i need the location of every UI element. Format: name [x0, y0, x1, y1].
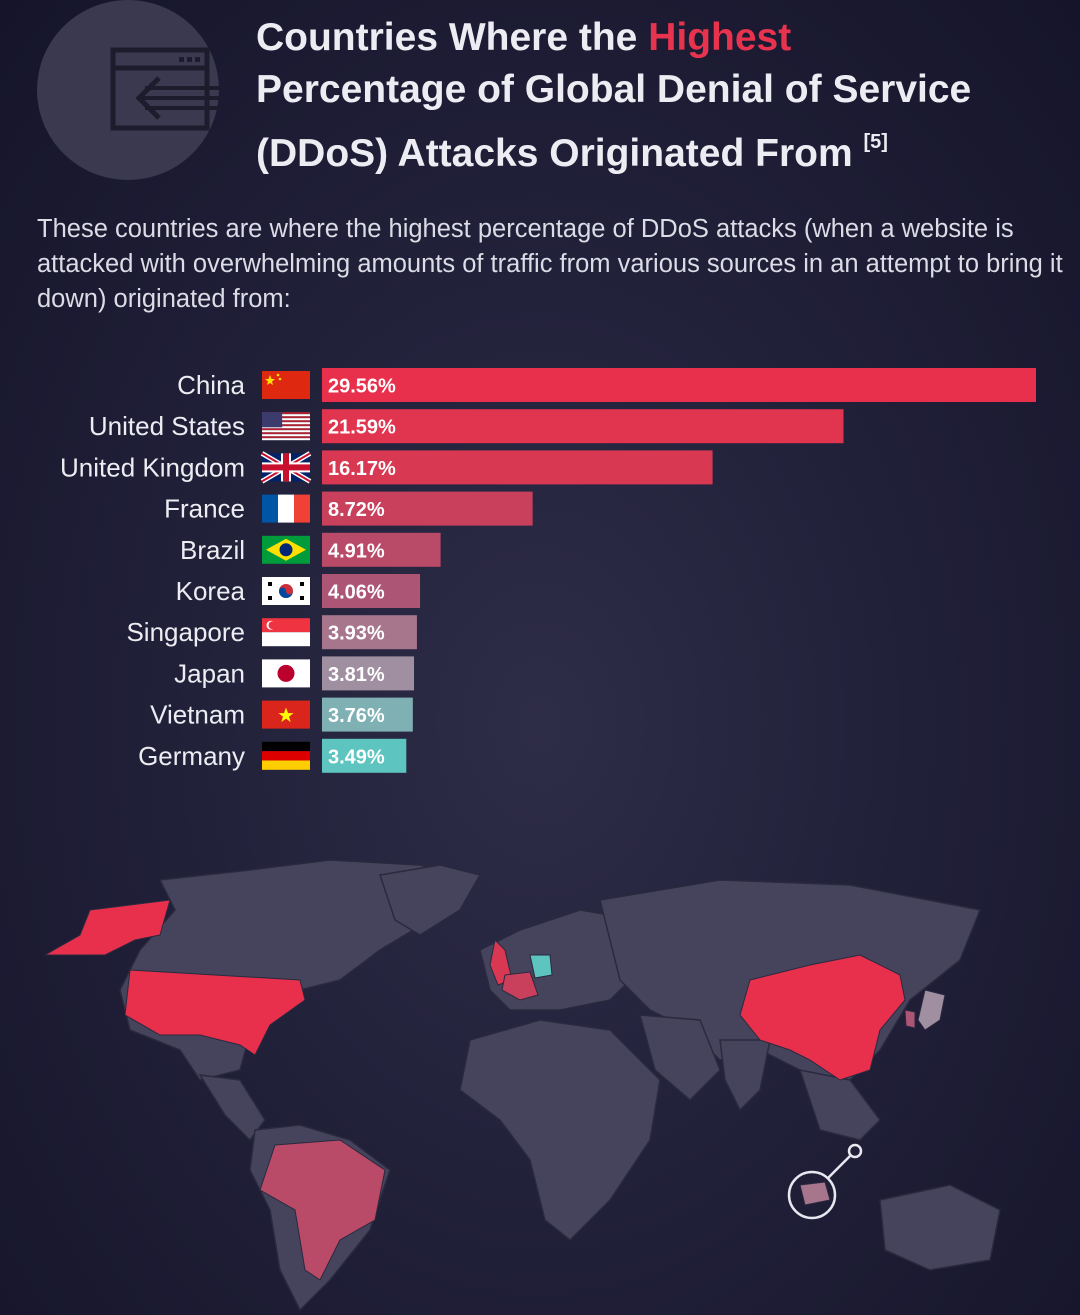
category-label: France — [164, 494, 245, 524]
china-flag-icon — [262, 371, 310, 399]
germany-flag-icon — [262, 741, 310, 770]
title-part-1: Countries Where the — [256, 16, 649, 59]
subtitle: These countries are where the highest pe… — [37, 215, 1063, 313]
bar — [322, 491, 533, 526]
vietnam-flag-icon — [262, 700, 310, 729]
bar — [322, 409, 844, 444]
map-region-germany — [529, 954, 553, 979]
value-label: 3.76% — [328, 705, 385, 727]
title-reference: [5] — [863, 131, 888, 153]
category-label: Germany — [138, 741, 245, 771]
korea-flag-icon — [262, 577, 310, 605]
singapore-callout-line — [827, 1155, 851, 1179]
category-label: United States — [89, 411, 245, 441]
bar — [322, 615, 417, 650]
map-land-greenland — [379, 864, 482, 936]
map-region-china — [739, 954, 906, 1081]
map-land-australia — [879, 1184, 1001, 1271]
singapore-flag-icon — [262, 618, 310, 647]
category-label: Singapore — [126, 617, 245, 647]
category-label: United Kingdom — [60, 452, 245, 482]
title-part-2: Percentage of Global Denial of Service (… — [256, 68, 972, 175]
map-land-africa — [459, 1019, 661, 1242]
value-label: 29.56% — [328, 376, 396, 398]
japan-flag-icon — [262, 659, 310, 688]
value-label: 3.49% — [328, 746, 385, 768]
map-region-united-states — [124, 969, 306, 1056]
singapore-callout-ring — [787, 1170, 837, 1220]
category-label: China — [177, 370, 245, 400]
value-label: 16.17% — [328, 458, 396, 480]
united-states-flag-icon — [262, 412, 310, 441]
category-label: Brazil — [180, 535, 245, 565]
bar — [322, 574, 421, 608]
value-label: 4.91% — [328, 540, 385, 562]
category-label: Japan — [174, 658, 245, 688]
map-region-france — [501, 971, 539, 1001]
map-region-japan — [917, 989, 946, 1031]
bar — [322, 532, 441, 567]
title-highlight: Highest — [648, 16, 792, 59]
value-label: 4.06% — [328, 582, 385, 604]
page-title: Countries Where the Highest Percentage of… — [256, 12, 1056, 180]
singapore-callout-dot — [847, 1143, 863, 1159]
category-label: Vietnam — [150, 700, 245, 730]
map-region-singapore — [799, 1181, 831, 1206]
value-label: 8.72% — [328, 499, 385, 521]
map-region-korea — [904, 1009, 916, 1029]
map-region-alaska — [43, 899, 171, 956]
united-kingdom-flag-icon — [260, 451, 312, 484]
bar — [322, 368, 1036, 402]
value-label: 21.59% — [328, 417, 396, 439]
value-label: 3.93% — [328, 623, 385, 645]
bar — [322, 450, 713, 485]
bar-chart: China 29.56% United States 21.59% United Kin… — [60, 368, 1036, 773]
value-label: 3.81% — [328, 664, 385, 686]
bar — [322, 697, 413, 732]
browser-window-arrows-icon — [110, 47, 219, 131]
bar — [322, 738, 407, 773]
map-region-brazil — [259, 1139, 386, 1281]
map-land-india — [719, 1039, 771, 1112]
map-land-middle-east — [638, 1014, 721, 1102]
france-flag-icon — [262, 494, 310, 523]
header-icon-circle — [37, 0, 219, 180]
bar — [322, 656, 415, 691]
category-label: Korea — [176, 576, 246, 606]
world-map — [43, 859, 1001, 1312]
brazil-flag-icon — [262, 535, 310, 564]
